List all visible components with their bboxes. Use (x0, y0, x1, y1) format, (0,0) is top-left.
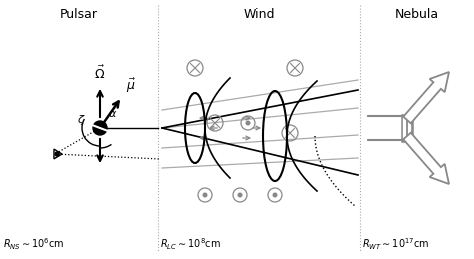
Text: $\vec{\mu}$: $\vec{\mu}$ (126, 77, 136, 95)
Circle shape (273, 193, 277, 197)
Text: $R_{LC}{\sim}10^8$cm: $R_{LC}{\sim}10^8$cm (160, 236, 221, 252)
Text: $R_{NS}{\sim}10^6$cm: $R_{NS}{\sim}10^6$cm (3, 236, 64, 252)
Circle shape (93, 121, 107, 135)
FancyArrow shape (403, 133, 449, 184)
Text: $\zeta$: $\zeta$ (77, 113, 86, 127)
Text: $\alpha$: $\alpha$ (108, 109, 117, 119)
Text: Nebula: Nebula (395, 8, 439, 21)
Text: $R_{WT}{\sim}10^{17}$cm: $R_{WT}{\sim}10^{17}$cm (362, 236, 429, 252)
Text: $\vec{\Omega}$: $\vec{\Omega}$ (94, 65, 106, 82)
Circle shape (55, 152, 59, 156)
Circle shape (203, 193, 207, 197)
Text: Wind: Wind (243, 8, 275, 21)
Circle shape (238, 193, 242, 197)
Text: Pulsar: Pulsar (60, 8, 98, 21)
Circle shape (246, 121, 250, 125)
FancyArrow shape (403, 72, 449, 123)
